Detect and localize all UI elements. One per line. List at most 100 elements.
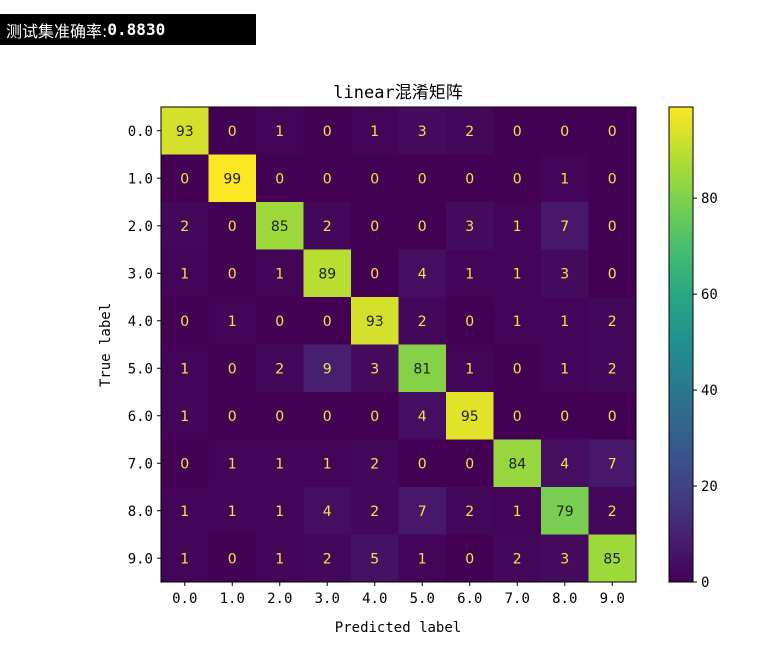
cell-value-label: 1: [275, 456, 284, 472]
heatmap-cell: [351, 154, 399, 203]
heatmap-cell: [256, 107, 304, 155]
cell-value-label: 0: [560, 124, 569, 140]
cell-value-label: 0: [323, 124, 332, 140]
heatmap-cell: [303, 534, 352, 583]
cell-value-label: 2: [180, 219, 189, 235]
cell-value-label: 0: [418, 456, 427, 472]
cell-value-label: 1: [418, 551, 427, 567]
heatmap-cell: [351, 344, 399, 393]
heatmap-cell: [208, 297, 257, 345]
cell-value-label: 7: [560, 219, 569, 235]
cell-value-label: 2: [275, 361, 284, 377]
heatmap-cell: [161, 297, 209, 345]
heatmap-cell: [303, 392, 352, 440]
heatmap-cell: [398, 534, 447, 583]
cell-value-label: 5: [370, 551, 379, 567]
heatmap-cell: [161, 534, 209, 583]
heatmap-cell: [398, 202, 447, 250]
cell-value-label: 3: [560, 551, 569, 567]
cell-value-label: 0: [608, 124, 617, 140]
cell-value-label: 95: [461, 409, 479, 425]
heatmap-cell: [446, 202, 494, 250]
cell-value-label: 1: [275, 551, 284, 567]
heatmap-cell: [303, 154, 352, 203]
heatmap-frame: [160, 106, 637, 583]
heatmap-cell: [256, 202, 304, 250]
cell-value-label: 1: [465, 361, 474, 377]
heatmap-cell: [398, 107, 447, 155]
heatmap-cell: [398, 439, 447, 488]
heatmap-cell: [541, 154, 589, 203]
cell-value-label: 4: [560, 456, 569, 472]
heatmap-cell: [161, 202, 209, 250]
heatmap-cell: [541, 202, 589, 250]
cell-value-label: 0: [370, 409, 379, 425]
heatmap-cell: [493, 249, 542, 298]
y-tick-label: 1.0: [128, 171, 153, 187]
cell-value-label: 9: [323, 361, 332, 377]
cell-value-label: 0: [275, 314, 284, 330]
heatmap-cells: 93 0 1 0 1 3 2 0 0 00 99 0 0 0 0 0 0 1 02 0 85 2 0 0 3 1 7 01 0 1 89 0 4…: [161, 107, 637, 583]
x-tick-label: 4.0: [362, 591, 387, 607]
heatmap-cell: [351, 487, 399, 535]
colorbar-ticks: 0 20 40 60 80: [693, 191, 718, 591]
heatmap-cell: [493, 107, 542, 155]
heatmap-cell: [351, 107, 399, 155]
colorbar-tick-label: 60: [701, 287, 718, 303]
heatmap-cell: [208, 154, 257, 203]
cell-value-label: 2: [323, 551, 332, 567]
cell-value-label: 79: [556, 504, 574, 520]
heatmap-cell: [256, 487, 304, 535]
colorbar-tick-label: 80: [701, 191, 718, 207]
cell-value-label: 7: [418, 504, 427, 520]
heatmap-cell: [303, 344, 352, 393]
cell-value-label: 0: [370, 266, 379, 282]
cell-value-label: 93: [366, 314, 384, 330]
x-tick-labels: 0.0 1.0 2.0 3.0 4.0 5.0 6.0 7.0 8.0 9.0: [172, 582, 625, 607]
cell-value-label: 1: [560, 171, 569, 187]
x-tick-label: 5.0: [410, 591, 435, 607]
heatmap-cell: [446, 487, 494, 535]
x-tick-label: 2.0: [267, 591, 292, 607]
cell-value-label: 2: [465, 504, 474, 520]
heatmap-cell: [303, 249, 352, 298]
heatmap-cell: [541, 534, 589, 583]
heatmap-cell: [493, 534, 542, 583]
cell-value-label: 0: [370, 171, 379, 187]
colorbar-tick-label: 20: [701, 479, 718, 495]
y-tick-label: 8.0: [128, 504, 153, 520]
x-tick-label: 0.0: [172, 591, 197, 607]
heatmap-cell: [398, 344, 447, 393]
cell-value-label: 1: [275, 124, 284, 140]
cell-value-label: 84: [508, 456, 526, 472]
cell-value-label: 0: [275, 409, 284, 425]
heatmap-cell: [256, 154, 304, 203]
cell-value-label: 0: [418, 171, 427, 187]
cell-value-label: 0: [180, 314, 189, 330]
cell-value-label: 2: [608, 314, 617, 330]
cell-value-label: 2: [608, 361, 617, 377]
heatmap-cell: [208, 344, 257, 393]
heatmap-cell: [161, 154, 209, 203]
cell-value-label: 0: [513, 361, 522, 377]
heatmap-cell: [493, 344, 542, 393]
y-tick-label: 7.0: [128, 456, 153, 472]
cell-value-label: 1: [228, 504, 237, 520]
heatmap-cell: [398, 249, 447, 298]
heatmap-cell: [303, 297, 352, 345]
cell-value-label: 1: [275, 504, 284, 520]
accuracy-value: 0.8830: [107, 20, 166, 39]
heatmap-cell: [208, 487, 257, 535]
cell-value-label: 1: [323, 456, 332, 472]
x-tick-label: 9.0: [600, 591, 625, 607]
heatmap-cell: [493, 297, 542, 345]
heatmap-cell: [588, 154, 637, 203]
cell-value-label: 3: [560, 266, 569, 282]
cell-value-label: 0: [180, 171, 189, 187]
heatmap-cell: [161, 392, 209, 440]
y-tick-label: 5.0: [128, 361, 153, 377]
cell-value-label: 0: [465, 551, 474, 567]
cell-value-label: 1: [513, 314, 522, 330]
heatmap-cell: [351, 392, 399, 440]
